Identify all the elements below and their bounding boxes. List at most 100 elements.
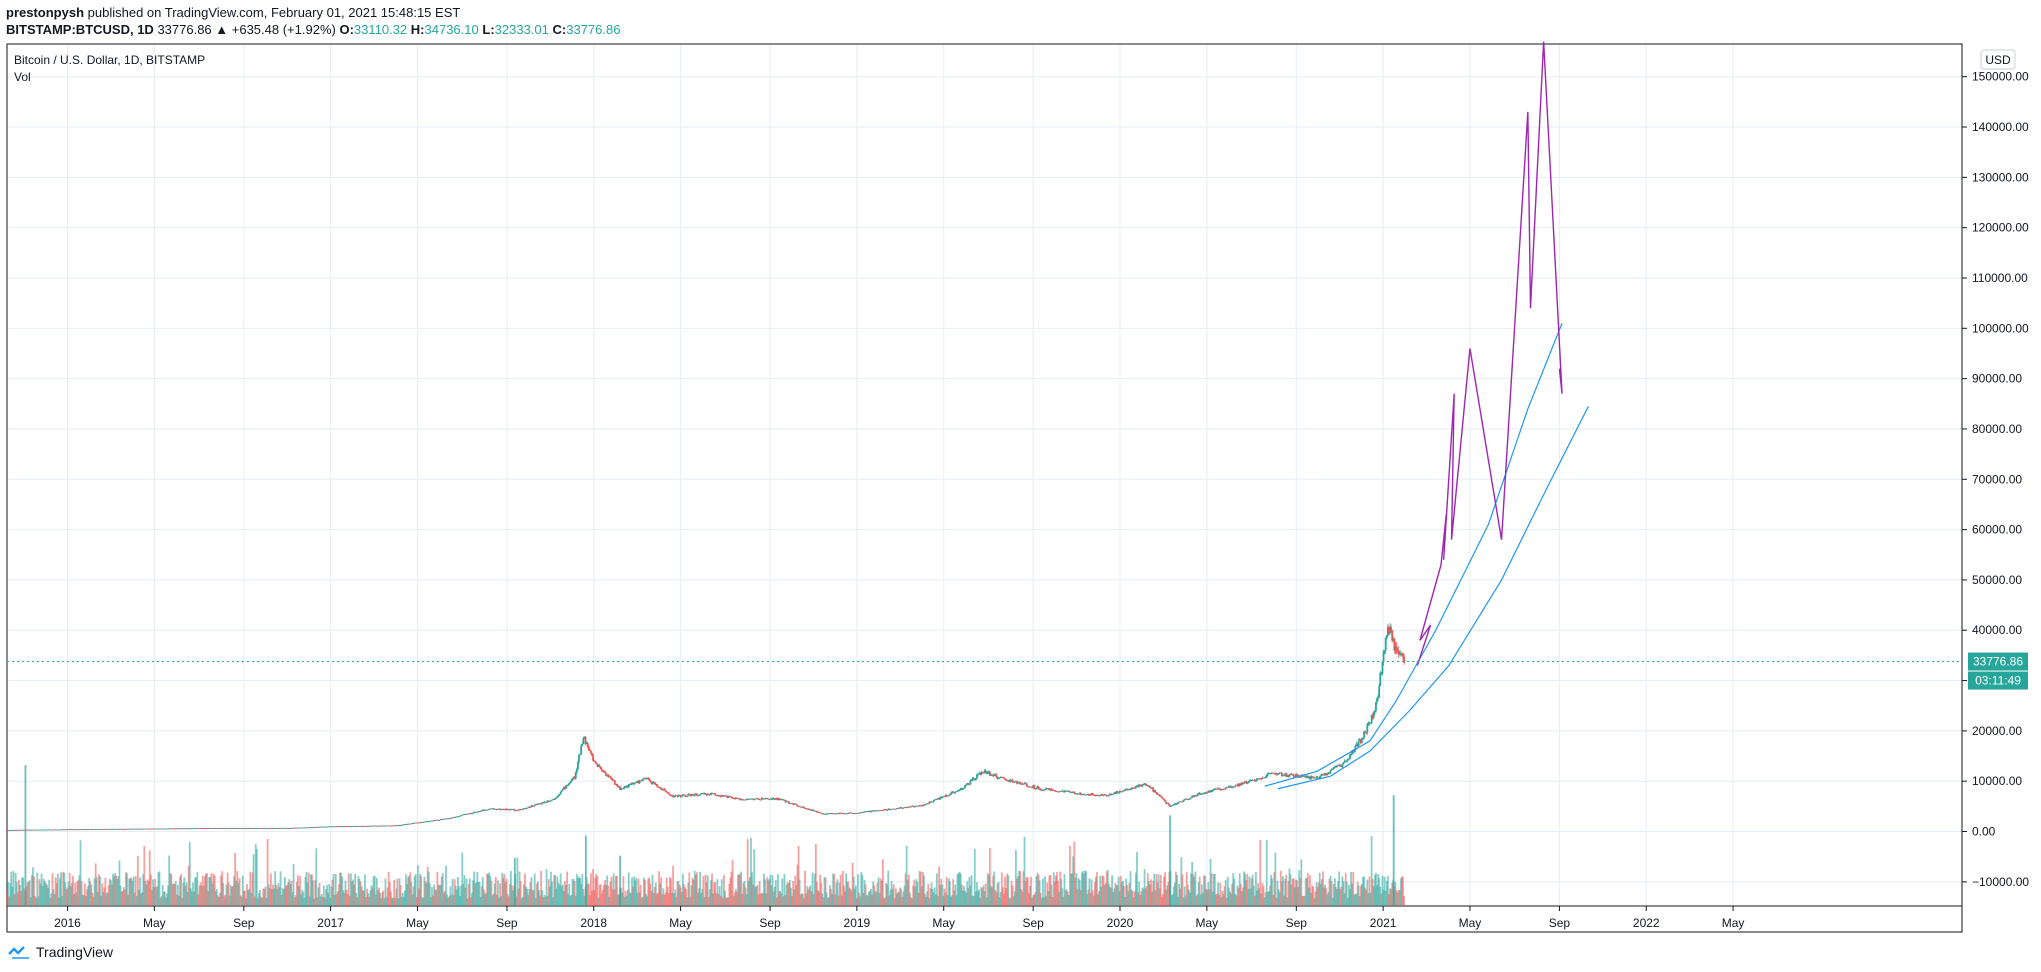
volume-bar [1049, 875, 1052, 906]
volume-bar [1067, 895, 1070, 906]
candle-body [320, 826, 323, 828]
volume-bar [683, 884, 685, 906]
candle-body [356, 825, 359, 827]
candle-body [201, 828, 204, 829]
volume-bar [1310, 892, 1312, 906]
candle-body [367, 825, 370, 827]
candle-body [138, 828, 140, 830]
candle-body [1390, 627, 1392, 631]
volume-bar [425, 882, 428, 906]
volume-bar [86, 889, 88, 906]
volume-bar [792, 880, 795, 906]
volume-bar [322, 885, 325, 906]
volume-bar [146, 879, 149, 906]
volume-bar [1154, 890, 1157, 906]
candle-body [29, 829, 32, 831]
volume-bar [150, 890, 153, 906]
volume-bar [1219, 882, 1222, 906]
volume-bar [867, 891, 870, 906]
candle-body [618, 786, 620, 788]
volume-bar [489, 875, 492, 906]
volume-bar [1257, 883, 1259, 906]
volume-bar [1173, 882, 1176, 906]
candle-body [461, 814, 464, 816]
volume-bar [1111, 875, 1114, 906]
candle-body [858, 812, 860, 814]
candle-body [63, 829, 66, 831]
volume-bar [427, 871, 430, 906]
open-label: O: [339, 22, 354, 37]
candle-body [1004, 778, 1006, 780]
volume-bar [1291, 878, 1294, 906]
volume-bar [819, 874, 822, 906]
volume-bar [1277, 889, 1280, 906]
candle-body [361, 826, 364, 827]
volume-bar [674, 889, 677, 906]
candle-body [298, 827, 300, 829]
volume-bar [786, 882, 789, 906]
volume-bar [1017, 876, 1019, 906]
volume-bar [849, 888, 852, 906]
volume-bar [212, 873, 215, 906]
candle-body [1231, 786, 1234, 788]
volume-bar [874, 890, 877, 906]
candle-body [445, 818, 447, 820]
candle-body [1171, 805, 1174, 806]
candle-body [786, 800, 789, 802]
candle-body [1277, 773, 1280, 774]
volume-bar [826, 898, 829, 906]
candle-body [30, 829, 33, 831]
volume-bar [225, 884, 228, 906]
candle-body [1204, 792, 1207, 794]
volume-bar [776, 897, 778, 906]
volume-bar [950, 896, 952, 906]
volume-bar [1065, 889, 1068, 906]
candle-body [513, 809, 516, 811]
volume-bar [135, 895, 138, 906]
volume-bar [1378, 878, 1381, 906]
candle-body [1075, 793, 1078, 795]
currency-badge[interactable]: USD [1980, 49, 2016, 70]
volume-bar [1058, 891, 1061, 906]
volume-bar [911, 898, 913, 906]
candle-body [1258, 778, 1261, 780]
volume-bar [557, 882, 560, 906]
candle-body [714, 793, 717, 796]
candle-body [51, 829, 54, 831]
candle-body [482, 809, 485, 811]
volume-bar [594, 877, 597, 906]
volume-bar [511, 885, 513, 906]
volume-bar [346, 893, 349, 906]
candle-body [1397, 650, 1400, 654]
volume-bar [902, 891, 905, 906]
candle-body [532, 805, 535, 807]
volume-bars [6, 765, 1405, 906]
volume-bar [577, 878, 579, 906]
candle-body [285, 827, 287, 829]
volume-bar [719, 895, 722, 906]
candle-body [239, 828, 242, 829]
volume-bar [562, 890, 565, 906]
volume-bar [1255, 872, 1257, 906]
author-name[interactable]: prestonpysh [6, 5, 85, 20]
candle-body [1122, 790, 1124, 792]
volume-bar [1261, 883, 1264, 906]
tradingview-brand[interactable]: TradingView [8, 944, 113, 960]
volume-bar [503, 873, 506, 906]
candle-body [1033, 785, 1036, 789]
volume-bar [289, 883, 292, 906]
volume-bar [521, 896, 524, 906]
candle-body [279, 827, 282, 829]
candle-body [596, 763, 599, 767]
candle-body [436, 819, 439, 821]
candle-body [768, 799, 771, 801]
volume-bar [1152, 880, 1155, 906]
volume-bar [1014, 850, 1017, 906]
candle-body [837, 813, 840, 815]
candle-body [492, 808, 495, 810]
candle-body [971, 778, 974, 781]
candle-body [893, 808, 896, 810]
volume-bar [1316, 886, 1319, 906]
candle-body [120, 828, 123, 830]
